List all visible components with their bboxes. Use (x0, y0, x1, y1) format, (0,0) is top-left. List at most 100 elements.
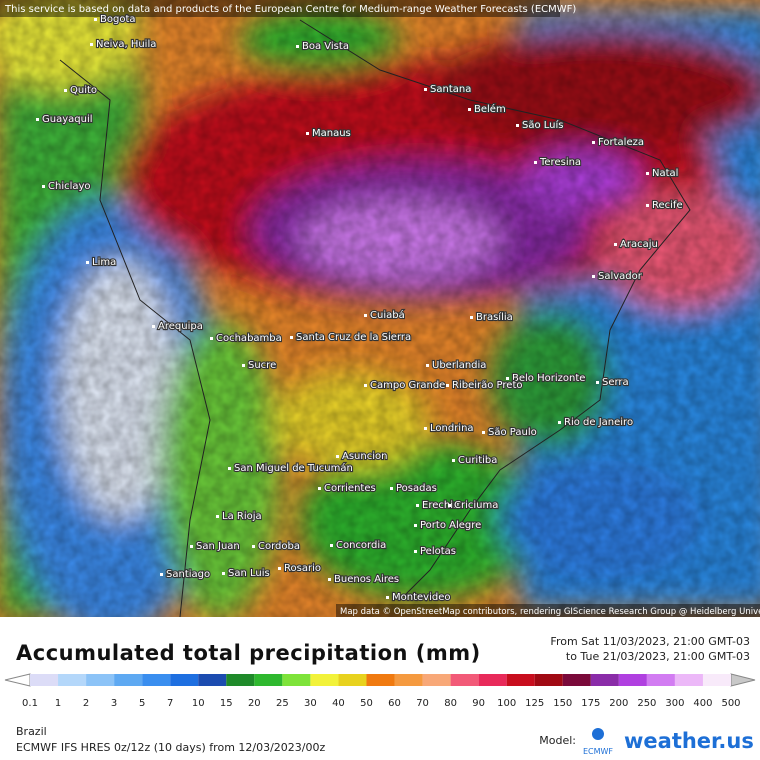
city-marker (90, 43, 93, 46)
scale-tick-label: 125 (525, 698, 544, 709)
region: Brazil (16, 725, 47, 738)
city-label: Teresina (539, 157, 581, 168)
scale-tick-label: 30 (304, 698, 317, 709)
scale-bin (86, 674, 115, 686)
scale-bin (170, 674, 199, 686)
scale-bin (338, 674, 367, 686)
city-marker (470, 316, 473, 319)
city-label: Curitiba (458, 455, 497, 466)
city-marker (596, 381, 599, 384)
scale-bin (142, 674, 171, 686)
city-marker (448, 504, 451, 507)
scale-bin (506, 674, 535, 686)
city-label: Salvador (598, 271, 643, 282)
scale-bin (618, 674, 647, 686)
legend-title: Accumulated total precipitation (mm) (16, 641, 481, 665)
scale-arrow-right (730, 673, 756, 687)
city-marker (152, 325, 155, 328)
city-marker (414, 550, 417, 553)
city-label: Londrina (430, 423, 474, 434)
city-label: Manaus (312, 128, 351, 139)
scale-bin (450, 674, 479, 686)
city-marker (330, 544, 333, 547)
city-label: Sucre (248, 360, 276, 371)
scale-bin (366, 674, 395, 686)
attribution: Map data © OpenStreetMap contributors, r… (340, 607, 760, 617)
city-marker (592, 275, 595, 278)
city-label: Guayaquil (42, 114, 93, 125)
city-marker (278, 567, 281, 570)
attribution-bg (336, 604, 760, 617)
city-label: Boa Vista (302, 41, 349, 52)
scale-tick-label: 0.1 (22, 698, 38, 709)
city-label: Campo Grande (370, 380, 445, 391)
city-label: San Miguel de Tucumán (234, 462, 353, 474)
model-run: ECMWF IFS HRES 0z/12z (10 days) from 12/… (16, 741, 326, 754)
city-label: Santa Cruz de la Sierra (296, 332, 411, 343)
city-marker (424, 427, 427, 430)
city-label: Montevideo (392, 592, 450, 603)
scale-tick-label: 20 (248, 698, 261, 709)
scale-bin (646, 674, 675, 686)
city-marker (252, 545, 255, 548)
scale-tick-label: 80 (444, 698, 457, 709)
scale-tick-label: 15 (220, 698, 233, 709)
city-marker (364, 384, 367, 387)
scale-tick-label: 10 (192, 698, 205, 709)
period-from: From Sat 11/03/2023, 21:00 GMT-03 (550, 635, 750, 648)
city-marker (416, 504, 419, 507)
city-marker (506, 377, 509, 380)
scale-tick-label: 175 (581, 698, 600, 709)
scale-tick-label: 250 (637, 698, 656, 709)
city-marker (534, 161, 537, 164)
city-label: La Rioja (222, 511, 262, 522)
city-label: San Luis (228, 568, 270, 579)
scale-tick-label: 90 (472, 698, 485, 709)
scale-tick-label: 70 (416, 698, 429, 709)
city-label: Buenos Aires (334, 574, 399, 585)
scale-bin (254, 674, 283, 686)
city-marker (86, 261, 89, 264)
city-label: Pelotas (420, 546, 456, 557)
scale-tick-label: 25 (276, 698, 289, 709)
city-label: Rosario (284, 563, 321, 574)
city-marker (414, 524, 417, 527)
city-label: Cordoba (258, 541, 300, 552)
city-label: Bogota (100, 14, 136, 25)
city-label: Natal (652, 168, 678, 179)
scale-bin (702, 674, 731, 686)
scale-tick-label: 150 (553, 698, 572, 709)
city-marker (468, 108, 471, 111)
city-marker (94, 18, 97, 21)
scale-tick-label: 60 (388, 698, 401, 709)
scale-tick-label: 2 (83, 698, 89, 709)
city-label: Neiva, Huila (96, 39, 156, 50)
period-to: to Tue 21/03/2023, 21:00 GMT-03 (566, 650, 750, 663)
city-marker (222, 572, 225, 575)
city-label: Fortaleza (598, 137, 644, 148)
city-marker (386, 596, 389, 599)
city-marker (228, 467, 231, 470)
city-label: Belo Horizonte (512, 373, 585, 384)
scale-bin (310, 674, 339, 686)
scale-bin (226, 674, 255, 686)
scale-tick-label: 50 (360, 698, 373, 709)
city-label: Ribeirão Preto (452, 380, 522, 391)
city-marker (64, 89, 67, 92)
city-label: Lima (92, 257, 116, 268)
scale-arrow-left (4, 673, 31, 687)
coastline (299, 19, 691, 601)
scale-tick-label: 300 (665, 698, 684, 709)
precipitation-map: This service is based on data and produc… (0, 0, 760, 617)
scale-bin (282, 674, 311, 686)
city-marker (390, 487, 393, 490)
city-label: Asuncion (342, 451, 387, 462)
scale-tick-label: 100 (497, 698, 516, 709)
legend-panel: Accumulated total precipitation (mm) Fro… (4, 635, 756, 756)
city-marker (216, 515, 219, 518)
city-marker (318, 487, 321, 490)
city-label: Quito (70, 85, 97, 96)
city-marker (446, 384, 449, 387)
scale-bin (198, 674, 227, 686)
